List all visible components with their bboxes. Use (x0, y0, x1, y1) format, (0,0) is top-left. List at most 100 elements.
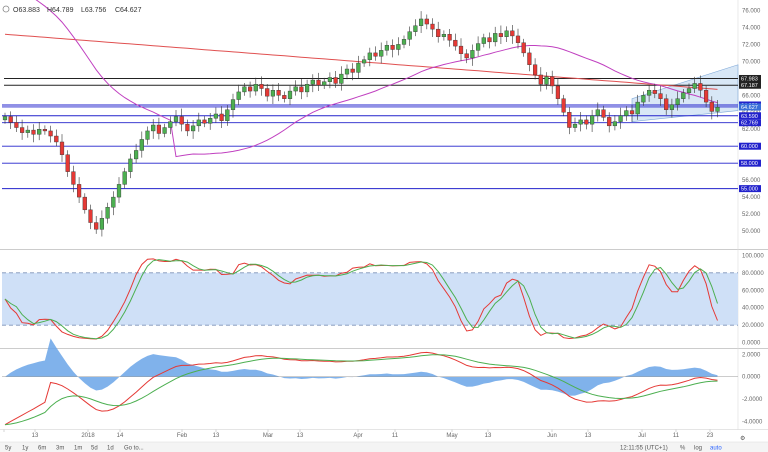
candle[interactable] (430, 18, 435, 38)
candle[interactable] (419, 11, 424, 33)
range-6m[interactable]: 6m (38, 446, 46, 452)
candle[interactable] (698, 75, 703, 98)
candle[interactable] (99, 210, 104, 237)
candle[interactable] (8, 111, 13, 129)
candle[interactable] (156, 117, 161, 140)
candle[interactable] (681, 88, 686, 103)
candle[interactable] (401, 35, 407, 49)
candle[interactable] (202, 116, 207, 128)
candle[interactable] (25, 125, 30, 138)
candle[interactable] (527, 47, 532, 72)
candle[interactable] (88, 204, 93, 230)
candle[interactable] (356, 55, 361, 79)
candle[interactable] (270, 84, 275, 105)
candle[interactable] (498, 25, 503, 44)
candle[interactable] (48, 125, 53, 143)
candle[interactable] (379, 42, 384, 64)
candle[interactable] (350, 63, 355, 81)
candle[interactable] (664, 94, 669, 115)
candle[interactable] (658, 85, 663, 106)
range-1y[interactable]: 1y (22, 446, 28, 452)
candle[interactable] (31, 124, 36, 143)
candle[interactable] (652, 83, 657, 99)
candle[interactable] (65, 150, 70, 177)
candle[interactable] (424, 14, 429, 30)
candle[interactable] (2, 112, 8, 124)
candle[interactable] (396, 37, 401, 56)
range-3m[interactable]: 3m (56, 446, 64, 452)
candle[interactable] (647, 85, 652, 102)
candle[interactable] (624, 106, 629, 121)
candle[interactable] (567, 107, 572, 135)
candle[interactable] (578, 112, 583, 132)
candle[interactable] (362, 55, 367, 67)
candle[interactable] (37, 122, 42, 141)
candle[interactable] (276, 83, 281, 102)
candle[interactable] (413, 19, 418, 37)
candle[interactable] (76, 177, 82, 203)
candle[interactable] (464, 49, 469, 64)
candle[interactable] (105, 202, 110, 224)
candle[interactable] (122, 167, 127, 189)
candle[interactable] (116, 177, 122, 203)
candle[interactable] (344, 64, 350, 80)
candle[interactable] (196, 112, 201, 132)
candle[interactable] (71, 165, 76, 193)
candle[interactable] (111, 191, 116, 216)
candle[interactable] (208, 113, 213, 130)
candle[interactable] (20, 119, 25, 140)
candle[interactable] (561, 94, 566, 117)
range-1d[interactable]: 1d (107, 446, 114, 452)
candle[interactable] (139, 131, 144, 158)
candle[interactable] (213, 107, 218, 123)
candle[interactable] (704, 85, 709, 108)
candle[interactable] (259, 76, 264, 96)
candle[interactable] (447, 29, 452, 47)
candle[interactable] (299, 78, 304, 100)
candle[interactable] (225, 105, 230, 126)
auto-toggle[interactable]: auto (710, 446, 722, 452)
candle[interactable] (293, 80, 298, 96)
candle[interactable] (322, 77, 327, 89)
candle[interactable] (59, 134, 65, 162)
candle[interactable] (555, 78, 560, 105)
candle[interactable] (481, 33, 486, 48)
candle[interactable] (407, 26, 412, 46)
candle[interactable] (230, 93, 236, 118)
candle[interactable] (669, 98, 674, 118)
candle[interactable] (179, 108, 184, 132)
candle[interactable] (14, 115, 19, 133)
candle[interactable] (82, 193, 87, 214)
candle[interactable] (333, 70, 338, 88)
candle[interactable] (686, 83, 692, 100)
candle[interactable] (310, 74, 315, 93)
candle[interactable] (236, 84, 241, 106)
candle[interactable] (128, 153, 133, 179)
candle[interactable] (339, 66, 344, 91)
candle[interactable] (242, 83, 247, 96)
candle[interactable] (629, 104, 635, 122)
candle[interactable] (692, 76, 697, 94)
candle[interactable] (715, 99, 720, 118)
candle[interactable] (287, 85, 293, 106)
candle[interactable] (618, 107, 623, 129)
candle[interactable] (133, 143, 139, 164)
candle[interactable] (94, 216, 99, 234)
candle[interactable] (572, 117, 578, 133)
candle[interactable] (253, 77, 258, 96)
candle[interactable] (595, 102, 600, 122)
candle[interactable] (436, 21, 441, 43)
candles[interactable] (2, 11, 720, 237)
candle[interactable] (675, 91, 680, 111)
candle[interactable] (607, 112, 612, 133)
candle[interactable] (550, 70, 555, 94)
log-toggle[interactable]: log (694, 446, 702, 452)
candle[interactable] (265, 84, 270, 102)
candle[interactable] (327, 72, 332, 89)
settings-icon[interactable]: ⚙ (740, 435, 745, 442)
candle[interactable] (54, 129, 59, 147)
candle[interactable] (476, 36, 481, 57)
candle[interactable] (510, 24, 515, 44)
candle[interactable] (162, 123, 167, 138)
